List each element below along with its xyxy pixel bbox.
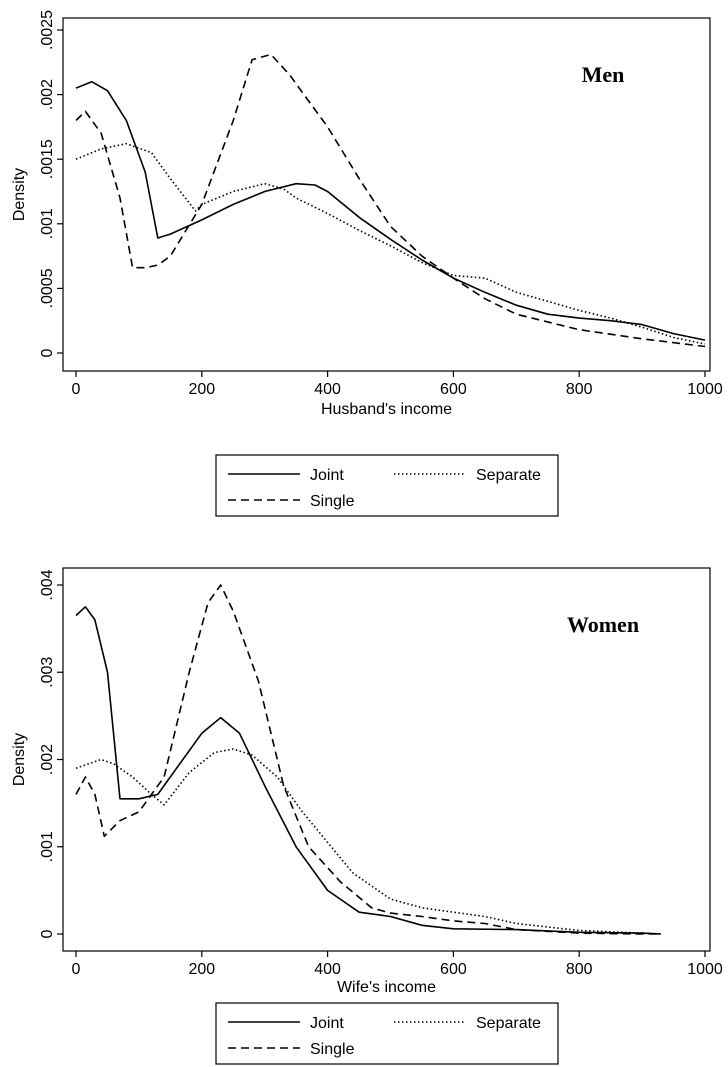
x-tick-label: 0 xyxy=(72,381,81,398)
y-tick-label: 0 xyxy=(39,348,56,357)
series-line-single xyxy=(75,53,706,348)
legend-label-single: Single xyxy=(310,1041,355,1058)
series-line-joint xyxy=(75,605,662,935)
x-tick-label: 800 xyxy=(566,961,593,978)
x-axis-label: Wife's income xyxy=(337,979,436,996)
legend-label-joint: Joint xyxy=(310,467,344,484)
x-tick-label: 800 xyxy=(566,381,593,398)
series-line-single xyxy=(75,584,661,935)
x-tick-label: 400 xyxy=(314,961,341,978)
x-tick-label: 0 xyxy=(72,961,81,978)
x-tick-label: 600 xyxy=(440,381,467,398)
x-tick-label: 600 xyxy=(440,961,467,978)
x-tick-label: 200 xyxy=(188,961,215,978)
x-tick-label: 400 xyxy=(314,381,341,398)
y-tick-label: .0025 xyxy=(39,10,56,50)
panel-title: Men xyxy=(582,62,625,87)
y-axis-label: Density xyxy=(11,733,28,786)
x-tick-label: 1000 xyxy=(687,381,723,398)
y-tick-label: .001 xyxy=(39,831,56,862)
legend-label-separate: Separate xyxy=(476,467,541,484)
panel-title: Women xyxy=(567,612,639,637)
y-tick-label: .002 xyxy=(39,79,56,110)
legend-label-separate: Separate xyxy=(476,1015,541,1032)
y-tick-label: .0015 xyxy=(39,139,56,179)
series-line-separate xyxy=(75,142,706,345)
legend: Joint Separate Single xyxy=(215,454,559,517)
y-tick-label: .0005 xyxy=(39,268,56,308)
women-density-chart: 0 .001 .002 .003 .004 0 200 400 600 800 1000 Wife's… xyxy=(11,567,723,1065)
legend-label-single: Single xyxy=(310,493,355,510)
x-tick-label: 1000 xyxy=(687,961,723,978)
series-line-joint xyxy=(75,80,706,341)
y-axis-label: Density xyxy=(11,168,28,221)
legend-box xyxy=(215,1002,559,1065)
series-line-separate xyxy=(75,748,662,935)
y-tick-label: .004 xyxy=(39,569,56,600)
y-tick-label: 0 xyxy=(39,929,56,938)
men-density-chart: 0 .0005 .001 .0015 .002 .0025 0 200 400 600 800 100… xyxy=(11,10,723,517)
legend-label-joint: Joint xyxy=(310,1015,344,1032)
plot-frame xyxy=(62,17,711,372)
legend: Joint Separate Single xyxy=(215,1002,559,1065)
y-tick-label: .003 xyxy=(39,657,56,688)
y-tick-label: .002 xyxy=(39,744,56,775)
y-tick-label: .001 xyxy=(39,208,56,239)
x-tick-label: 200 xyxy=(188,381,215,398)
legend-box xyxy=(215,454,559,517)
x-axis-label: Husband's income xyxy=(321,401,452,418)
